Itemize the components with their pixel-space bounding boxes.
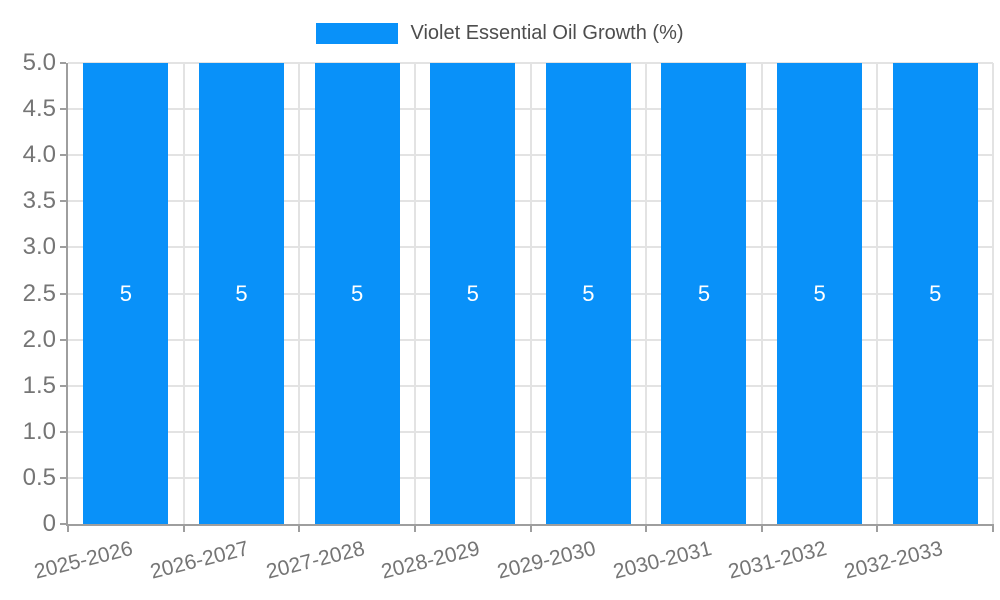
y-axis-label: 3.0 [22,233,56,261]
bar-value-label: 5 [813,280,826,306]
y-axis-tick [60,292,66,295]
x-axis-tick [645,524,648,532]
y-axis-tick [60,476,66,479]
y-axis-label: 3.5 [22,187,56,215]
legend-label: Violet Essential Oil Growth (%) [410,21,684,44]
bar-value-label: 5 [929,280,942,306]
y-axis-label: 4.0 [22,141,56,169]
y-axis-tick [60,200,66,203]
x-axis-label: 2026-2027 [147,537,252,584]
y-axis-label: 1.5 [22,371,56,399]
y-axis-tick [60,430,66,433]
x-axis-label: 2027-2028 [263,537,367,584]
y-axis-label: 4.5 [22,95,56,123]
bar[interactable]: 5 [314,63,400,524]
y-axis-tick [60,154,66,157]
bar[interactable]: 5 [198,63,284,524]
bar[interactable]: 5 [83,63,169,524]
gridline-vertical [645,63,648,524]
gridline-vertical [876,63,879,524]
y-axis-label: 2.0 [22,325,56,353]
bar[interactable]: 5 [430,63,516,524]
bar[interactable]: 5 [661,63,747,524]
legend-swatch [316,22,399,44]
x-axis-tick [413,524,416,532]
bar[interactable]: 5 [892,63,978,524]
y-axis-label: 1.0 [22,417,56,445]
y-axis-tick [60,62,66,64]
y-axis-label: 0 [42,510,56,537]
x-axis-label: 2031-2032 [726,537,830,584]
gridline-vertical [298,63,301,524]
y-axis-label: 2.5 [22,279,56,307]
y-axis-tick [60,523,66,525]
x-axis-label: 2030-2031 [610,537,714,584]
y-axis-tick [60,246,66,249]
bar[interactable]: 5 [777,63,863,524]
bar[interactable]: 5 [545,63,631,524]
x-axis-tick [760,524,763,532]
bar-value-label: 5 [582,280,595,306]
x-axis-label: 2025-2026 [32,537,136,584]
gridline-vertical [529,63,532,524]
gridline-vertical [182,63,185,524]
plot-area: 5 5 5 5 5 5 5 5 [66,62,994,526]
x-axis-tick [182,524,185,532]
gridline-vertical [760,63,763,524]
bar-value-label: 5 [466,280,479,306]
y-axis-tick [60,338,66,341]
y-axis-label: 5.0 [22,49,56,76]
x-axis-tick [992,524,994,532]
gridline-vertical [992,63,994,524]
y-axis-tick [60,108,66,111]
gridline-vertical [413,63,416,524]
x-axis-tick [298,524,301,532]
x-axis-tick [67,524,69,532]
x-axis-label: 2029-2030 [494,537,598,584]
y-axis-label: 0.5 [22,463,56,491]
bar-value-label: 5 [119,280,132,306]
x-axis-tick [529,524,532,532]
x-axis-tick [876,524,879,532]
bar-value-label: 5 [350,280,364,306]
y-axis-line [66,63,68,524]
bar-value-label: 5 [235,280,248,306]
y-axis-tick [60,384,66,387]
x-axis-label: 2032-2033 [841,537,945,584]
bar-value-label: 5 [697,280,711,306]
x-axis-label: 2028-2029 [379,537,483,584]
legend[interactable]: Violet Essential Oil Growth (%) [0,16,1000,50]
